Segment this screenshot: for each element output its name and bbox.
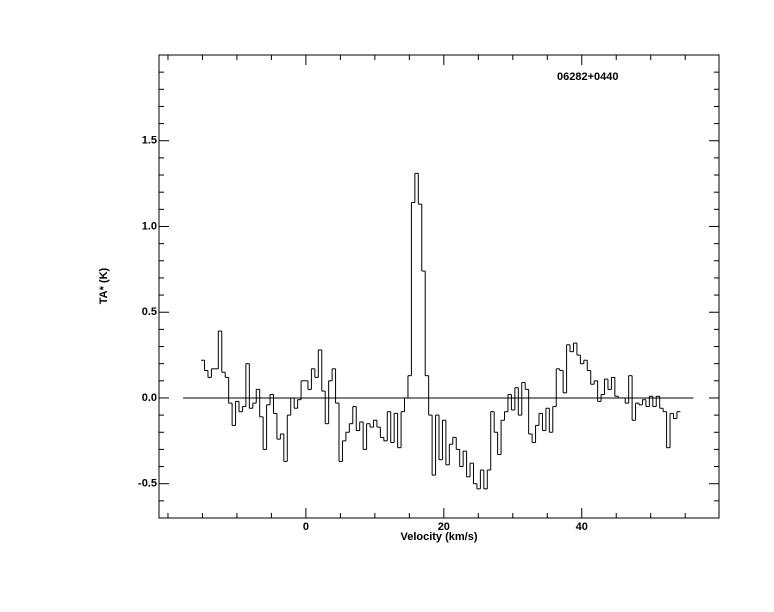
x-tick-label: 20: [438, 521, 450, 533]
x-axis-label: Velocity (km/s): [400, 531, 477, 543]
y-tick-label: 1.5: [142, 135, 157, 147]
y-tick-label: 0.5: [142, 306, 157, 318]
y-axis-label: TA* (K): [98, 267, 110, 304]
y-tick-label: -0.5: [138, 478, 157, 490]
chart-title: 06282+0440: [557, 71, 618, 83]
x-tick-label: 40: [576, 521, 588, 533]
y-tick-label: 1.0: [142, 220, 157, 232]
plot-frame: [158, 54, 720, 519]
y-tick-label: 0.0: [142, 392, 157, 404]
x-tick-label: 0: [303, 521, 309, 533]
